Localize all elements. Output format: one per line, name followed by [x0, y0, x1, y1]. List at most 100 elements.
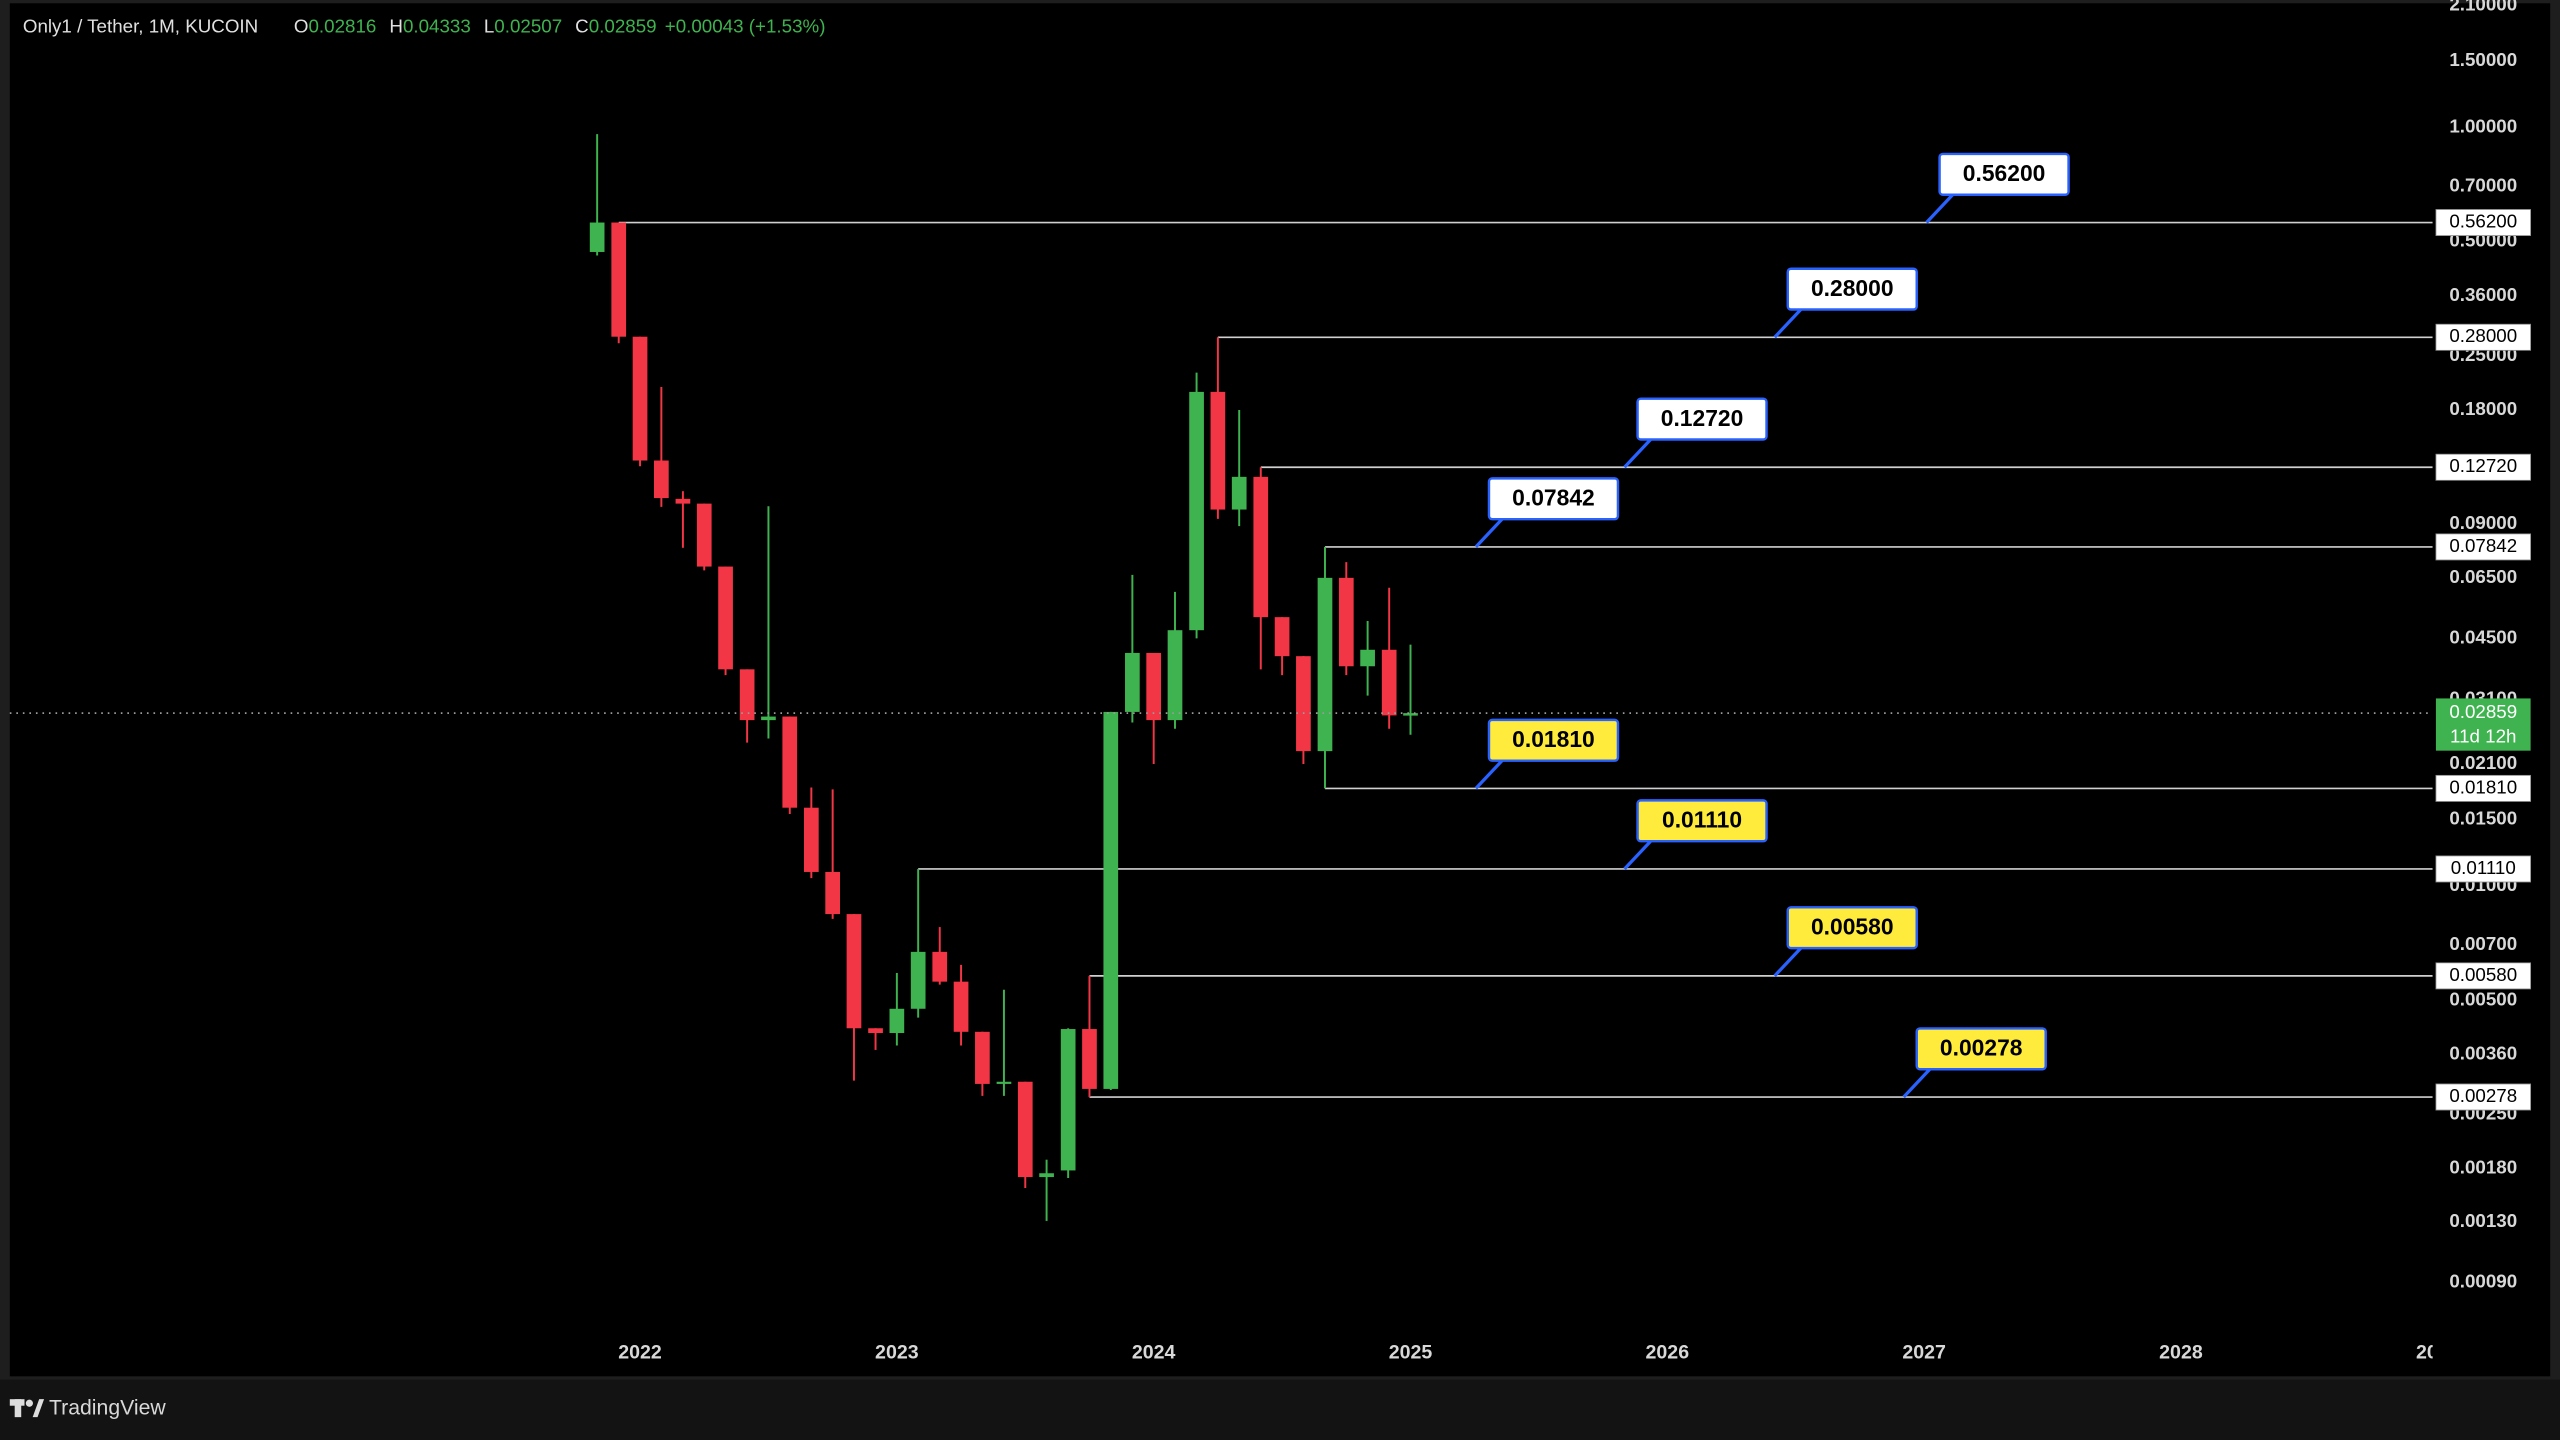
y-tick-label: 0.36000 [2449, 284, 2517, 305]
candle-body [1082, 1029, 1097, 1089]
callout-pointer [1623, 840, 1652, 871]
axis-badge-label: 0.07842 [2449, 535, 2517, 556]
x-tick-label: 2023 [875, 1342, 919, 1364]
axis-badge-label: 0.01810 [2449, 776, 2517, 797]
candle-body [696, 503, 712, 567]
candle-body [1017, 1081, 1033, 1178]
y-tick-label: 0.18000 [2449, 398, 2517, 419]
x-tick-label: 2029 [2416, 1342, 2460, 1364]
chart-area [9, 3, 2551, 1377]
axis-badge [2435, 855, 2532, 883]
plot [589, 134, 2433, 1221]
callout-label: 0.12720 [1661, 405, 1744, 431]
y-tick-label: 0.00090 [2449, 1271, 2517, 1292]
callout-box [1636, 397, 1768, 441]
axis-badge-label: 0.28000 [2449, 325, 2517, 346]
candle-body [611, 222, 627, 337]
candle-body [953, 981, 969, 1032]
x-tick-label: 2024 [1132, 1342, 1176, 1364]
axis-badge [2435, 774, 2532, 802]
candle-body [825, 871, 840, 915]
callout-box [1938, 152, 2070, 196]
axis-badge [2435, 533, 2532, 561]
axis-badge-label: 0.01110 [2451, 857, 2516, 878]
candle-body [868, 1028, 883, 1034]
callout-box [1786, 267, 1918, 311]
callout-label: 0.00278 [1940, 1035, 2023, 1061]
y-tick-label: 1.00000 [2449, 116, 2517, 137]
y-tick-label: 0.00700 [2449, 933, 2517, 954]
candle-body [739, 669, 755, 721]
candle-body [1125, 652, 1140, 712]
candle-body [996, 1081, 1012, 1084]
footer-bar [0, 1379, 2560, 1440]
candle-body [632, 336, 648, 461]
candle-body [718, 566, 733, 670]
candle-body [761, 716, 776, 721]
x-tick-label: 2022 [618, 1342, 662, 1364]
candle-body [846, 914, 862, 1029]
y-tick-label: 0.01500 [2449, 807, 2517, 828]
axis-badge [2435, 453, 2532, 481]
callout-pointer [1925, 193, 1954, 224]
axis-badge [2435, 323, 2532, 351]
axis-badge-label: 0.00278 [2449, 1085, 2517, 1106]
axis-badge [2435, 209, 2532, 236]
callout-pointer [1474, 759, 1504, 790]
candle-body [889, 1008, 905, 1034]
x-tick-label: 2028 [2159, 1342, 2203, 1364]
ohlc-label: C [575, 16, 589, 37]
callout-label: 0.28000 [1811, 275, 1894, 301]
candle-body [932, 951, 948, 982]
ohlc-label: O [294, 16, 309, 37]
y-tick-label: 0.00500 [2449, 988, 2517, 1009]
callout-box [1487, 477, 1620, 521]
candle-body [1210, 391, 1226, 510]
y-tick-label: 0.09000 [2449, 512, 2517, 533]
ohlc-value: 0.02816 [308, 16, 376, 37]
candle-body [1317, 577, 1333, 752]
chart-title: Only1 / Tether, 1M, KUCOIN [23, 16, 258, 37]
candle-body [1146, 652, 1162, 721]
callout-label: 0.01110 [1662, 807, 1742, 833]
candle-body [1360, 649, 1375, 667]
callout-box [1487, 718, 1620, 762]
candle-body [1189, 391, 1204, 631]
callout-label: 0.01810 [1512, 726, 1595, 752]
ohlc-label: H [389, 16, 403, 37]
callout-pointer [1474, 518, 1504, 549]
callout-pointer [1623, 438, 1652, 469]
y-tick-label: 0.70000 [2449, 174, 2517, 195]
candle-body [1103, 711, 1119, 1089]
y-tick-label: 0.00360 [2449, 1042, 2517, 1063]
y-tick-label: 0.00130 [2449, 1210, 2517, 1231]
tv-logo [9, 1399, 45, 1418]
axis-badge-label: 0.00580 [2449, 964, 2517, 985]
x-tick-label: 2027 [1902, 1342, 1946, 1364]
axis-badge-label: 0.56200 [2449, 210, 2517, 231]
last-price-badge [2435, 698, 2531, 751]
candle-body [1060, 1029, 1076, 1171]
candle-body [1274, 617, 1290, 657]
candle-body [1381, 649, 1397, 716]
candle-body [1253, 476, 1269, 618]
callout-label: 0.07842 [1512, 485, 1595, 511]
y-tick-label: 0.00180 [2449, 1157, 2517, 1178]
ohlc-value: 0.04333 [403, 16, 471, 37]
candle-body [1338, 577, 1354, 667]
candle-body [910, 951, 926, 1009]
candle-body [675, 498, 691, 504]
callout-box [1786, 906, 1918, 950]
brand: TradingView [49, 1397, 166, 1420]
last-price-label: 0.02859 [2449, 701, 2517, 722]
candle-body [1296, 656, 1311, 752]
callout-pointer [1902, 1068, 1931, 1099]
candle-body [975, 1031, 990, 1084]
ohlc-value: 0.02859 [589, 16, 657, 37]
x-tick-label: 2026 [1646, 1342, 1690, 1364]
axis-badge [2435, 1083, 2532, 1111]
candle-body [589, 222, 605, 252]
y-tick-label: 0.02100 [2449, 752, 2517, 773]
candle-body [654, 460, 669, 499]
